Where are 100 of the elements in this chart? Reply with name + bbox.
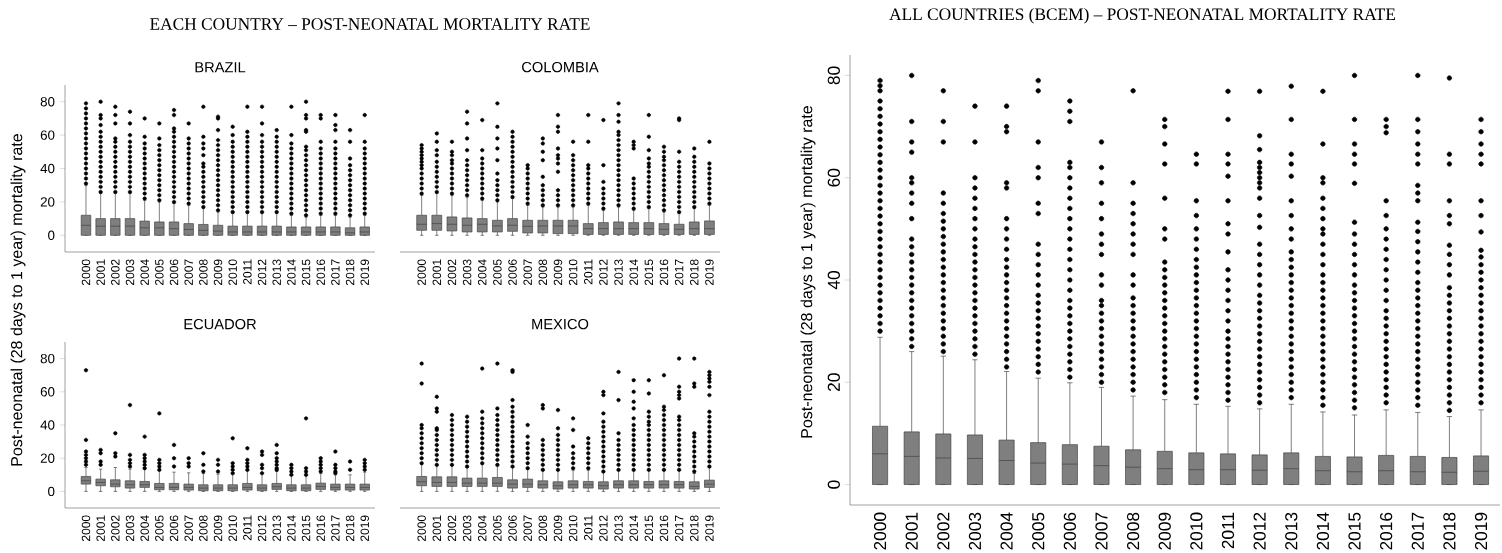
x-tick-label: 2019 bbox=[360, 515, 369, 542]
x-tick-label: 2004 bbox=[140, 515, 149, 542]
x-tick-label: 2010 bbox=[568, 515, 578, 542]
y-tick-label: 60 bbox=[40, 387, 55, 397]
chart-title: ALL COUNTRIES (BCEM) – POST-NEONATAL MORTALITY RATE bbox=[889, 7, 1396, 24]
x-tick-label: 2013 bbox=[614, 515, 623, 542]
x-tick-label: 2016 bbox=[659, 515, 669, 542]
y-tick-label: 0 bbox=[48, 486, 55, 497]
x-tick-label: 2005 bbox=[155, 259, 164, 286]
x-tick-label: 2001 bbox=[905, 512, 918, 550]
x-tick-label: 2014 bbox=[1316, 512, 1330, 550]
x-tick-label: 2004 bbox=[1000, 512, 1013, 550]
x-tick-label: 2015 bbox=[644, 515, 654, 542]
x-tick-label: 2012 bbox=[1253, 512, 1266, 550]
x-tick-label: 2004 bbox=[140, 259, 149, 286]
x-tick-label: 2006 bbox=[508, 259, 517, 286]
x-tick-label: 2004 bbox=[477, 515, 487, 542]
x-tick-label: 2002 bbox=[937, 512, 950, 550]
x-tick-label: 2003 bbox=[462, 259, 472, 286]
x-tick-label: 2009 bbox=[213, 515, 223, 542]
x-tick-label: 2000 bbox=[417, 515, 426, 542]
text: EACH COUNTRY – POST-NEONATAL MORTALITY RATE bbox=[150, 18, 590, 30]
x-tick-label: 2014 bbox=[629, 515, 638, 542]
y-tick-label: 0 bbox=[48, 230, 55, 241]
x-tick-label: 2018 bbox=[345, 515, 355, 542]
x-tick-label: 2012 bbox=[599, 259, 608, 286]
y-tick-label: 20 bbox=[40, 197, 55, 207]
y-tick-label: 80 bbox=[40, 96, 55, 107]
x-tick-label: 2014 bbox=[629, 259, 638, 286]
x-tick-label: 2016 bbox=[1380, 512, 1393, 550]
x-tick-label: 2013 bbox=[272, 259, 281, 286]
x-tick-label: 2012 bbox=[257, 259, 267, 286]
y-tick-label: 80 bbox=[40, 353, 55, 364]
x-tick-label: 2017 bbox=[331, 515, 340, 542]
y-tick-label: 60 bbox=[40, 130, 55, 140]
x-tick-label: 2001 bbox=[96, 259, 105, 286]
x-tick-label: 2006 bbox=[169, 515, 179, 542]
x-tick-label: 2015 bbox=[301, 515, 311, 542]
x-tick-label: 2016 bbox=[659, 259, 669, 286]
chart-title: COLOMBIA bbox=[522, 61, 599, 73]
x-tick-label: 2011 bbox=[243, 515, 252, 541]
x-tick-label: 2005 bbox=[155, 515, 164, 542]
x-tick-label: 2016 bbox=[316, 515, 325, 542]
x-tick-label: 2019 bbox=[705, 259, 714, 286]
x-tick-label: 2010 bbox=[228, 515, 237, 542]
x-tick-label: 2012 bbox=[599, 515, 608, 542]
x-tick-label: 2008 bbox=[538, 259, 548, 286]
y-axis-title: Post-neonatal (28 days to 1 year) mortality rate bbox=[800, 106, 816, 438]
x-tick-label: 2002 bbox=[447, 259, 457, 286]
x-tick-label: 2015 bbox=[1348, 512, 1361, 550]
y-tick-label: 20 bbox=[40, 453, 55, 463]
x-tick-label: 2017 bbox=[674, 515, 684, 542]
x-tick-label: 2009 bbox=[553, 515, 563, 542]
x-tick-label: 2013 bbox=[614, 259, 623, 286]
x-tick-label: 2001 bbox=[96, 515, 105, 542]
x-tick-label: 2011 bbox=[584, 515, 593, 541]
x-tick-label: 2017 bbox=[674, 259, 684, 286]
x-tick-label: 2002 bbox=[111, 515, 120, 542]
x-tick-label: 2014 bbox=[287, 259, 296, 286]
x-tick-label: 2019 bbox=[360, 259, 369, 286]
y-tick-label: 0 bbox=[827, 480, 840, 489]
x-tick-label: 2007 bbox=[184, 515, 193, 542]
x-tick-label: 2017 bbox=[1411, 512, 1424, 550]
x-tick-label: 2008 bbox=[1126, 512, 1140, 550]
x-tick-label: 2013 bbox=[272, 515, 281, 542]
y-tick-label: 60 bbox=[827, 168, 840, 187]
x-tick-label: 2015 bbox=[301, 259, 311, 286]
y-tick-label: 40 bbox=[40, 420, 55, 430]
x-tick-label: 2007 bbox=[1095, 512, 1108, 550]
x-tick-label: 2002 bbox=[447, 515, 457, 542]
y-axis-title: Post-neonatal (28 days to 1 year) mortality rate bbox=[10, 134, 26, 466]
x-tick-label: 2007 bbox=[523, 259, 532, 286]
x-tick-label: 2005 bbox=[493, 515, 502, 542]
x-tick-label: 2018 bbox=[690, 515, 699, 542]
y-tick-label: 40 bbox=[40, 163, 55, 174]
x-tick-label: 2008 bbox=[199, 515, 208, 542]
x-tick-label: 2017 bbox=[331, 259, 340, 286]
x-tick-label: 2003 bbox=[462, 515, 472, 542]
x-tick-label: 2018 bbox=[1443, 512, 1456, 550]
x-tick-label: 2019 bbox=[705, 515, 714, 542]
x-tick-label: 2005 bbox=[493, 259, 502, 286]
x-tick-label: 2013 bbox=[1285, 512, 1298, 550]
x-tick-label: 2018 bbox=[690, 259, 699, 286]
x-tick-label: 2000 bbox=[873, 512, 887, 550]
x-tick-label: 2003 bbox=[968, 512, 982, 550]
x-tick-label: 2003 bbox=[125, 259, 135, 286]
x-tick-label: 2010 bbox=[568, 259, 578, 286]
x-tick-label: 2002 bbox=[111, 259, 120, 286]
x-tick-label: 2016 bbox=[316, 259, 325, 286]
x-tick-label: 2009 bbox=[553, 259, 563, 286]
x-tick-label: 2001 bbox=[432, 259, 442, 286]
chart-title: ECUADOR bbox=[184, 318, 256, 330]
x-tick-label: 2006 bbox=[1063, 512, 1076, 550]
x-tick-label: 2012 bbox=[257, 515, 267, 542]
x-tick-label: 2007 bbox=[523, 515, 532, 542]
y-tick-label: 40 bbox=[827, 271, 840, 290]
x-tick-label: 2014 bbox=[287, 515, 296, 542]
x-tick-label: 2004 bbox=[477, 259, 487, 286]
x-tick-label: 2018 bbox=[345, 259, 355, 286]
x-tick-label: 2008 bbox=[538, 515, 548, 542]
